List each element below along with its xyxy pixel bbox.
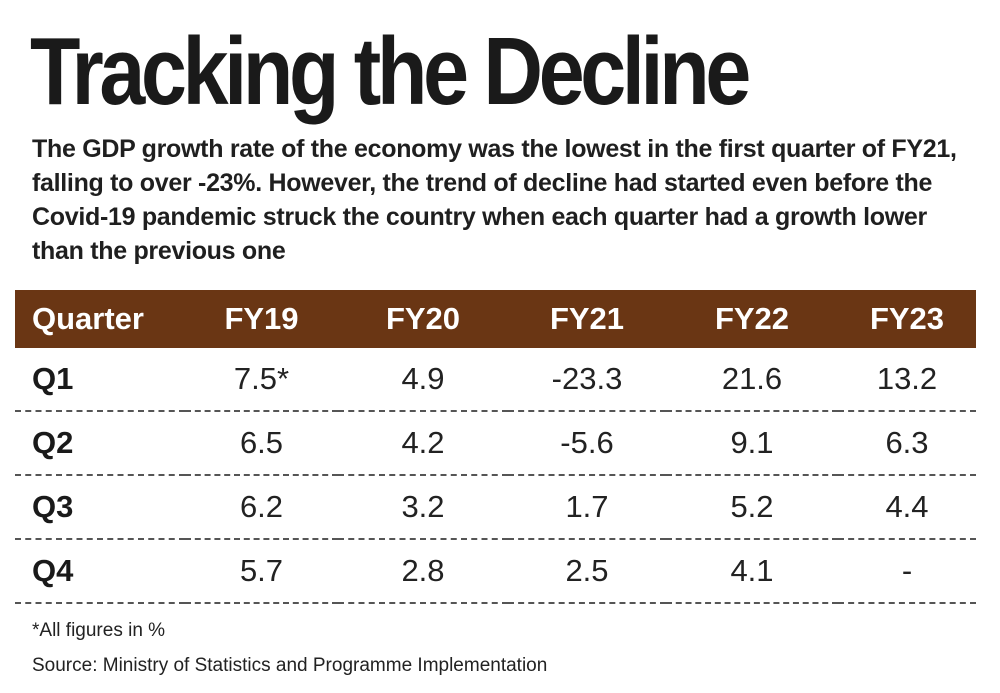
table-header-row: Quarter FY19 FY20 FY21 FY22 FY23: [15, 290, 976, 348]
table-cell: 2.5: [508, 539, 666, 604]
table-cell: 21.6: [666, 348, 838, 412]
table-cell: 9.1: [666, 411, 838, 476]
table-cell: -23.3: [508, 348, 666, 412]
table-cell: 7.5*: [185, 348, 338, 412]
gdp-growth-table: Quarter FY19 FY20 FY21 FY22 FY23 Q1 7.5*…: [15, 290, 976, 604]
row-label-q4: Q4: [15, 539, 185, 604]
chart-title: Tracking the Decline: [30, 18, 751, 125]
table-cell: 13.2: [838, 348, 976, 412]
column-header-fy19: FY19: [224, 301, 299, 336]
table-cell: -: [838, 539, 976, 604]
table-cell: 4.9: [338, 348, 508, 412]
table-cell: 2.8: [338, 539, 508, 604]
table-cell: 6.5: [185, 411, 338, 476]
table-row-q3: Q3 6.2 3.2 1.7 5.2 4.4: [15, 475, 976, 540]
table-row-q1: Q1 7.5* 4.9 -23.3 21.6 13.2: [15, 348, 976, 412]
table-cell: 6.2: [185, 475, 338, 540]
table-cell: 1.7: [508, 475, 666, 540]
table-cell: 4.1: [666, 539, 838, 604]
column-header-fy23: FY23: [869, 301, 945, 336]
table-cell: 3.2: [338, 475, 508, 540]
table-cell: 4.4: [838, 475, 976, 540]
column-header-fy22: FY22: [714, 301, 790, 336]
column-header-quarter: Quarter: [32, 301, 144, 336]
table-cell: 5.7: [185, 539, 338, 604]
figures-note: *All figures in %: [32, 620, 166, 641]
table-cell: 6.3: [838, 411, 976, 476]
column-header-fy20: FY20: [385, 301, 461, 336]
table-row-q4: Q4 5.7 2.8 2.5 4.1 -: [15, 539, 976, 604]
table-cell: 5.2: [666, 475, 838, 540]
table-cell: 4.2: [338, 411, 508, 476]
source-credit: Source: Ministry of Statistics and Progr…: [32, 655, 548, 676]
row-label-q1: Q1: [15, 348, 185, 412]
chart-subtitle: The GDP growth rate of the economy was t…: [32, 135, 957, 265]
table-cell: -5.6: [508, 411, 666, 476]
column-header-fy21: FY21: [549, 301, 625, 336]
row-label-q2: Q2: [15, 411, 185, 476]
table-row-q2: Q2 6.5 4.2 -5.6 9.1 6.3: [15, 411, 976, 476]
row-label-q3: Q3: [15, 475, 185, 540]
